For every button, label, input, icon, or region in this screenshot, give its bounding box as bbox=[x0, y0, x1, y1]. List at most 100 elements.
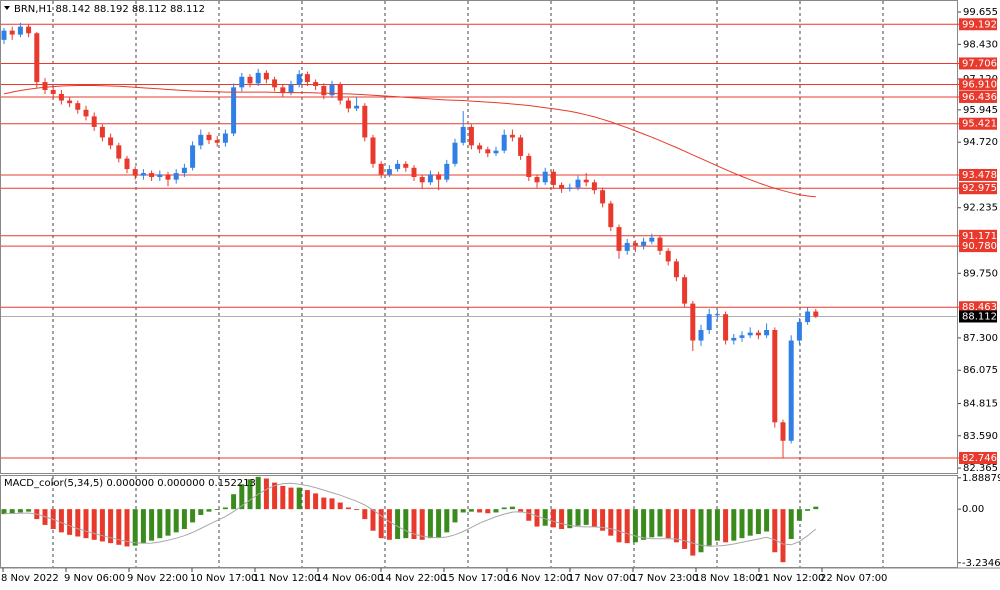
macd-bar bbox=[231, 494, 237, 510]
candle-body bbox=[403, 163, 409, 168]
macd-bar bbox=[190, 509, 196, 523]
candle-body bbox=[124, 158, 130, 170]
candle-body bbox=[362, 105, 368, 138]
candle-body bbox=[34, 33, 40, 83]
marks bbox=[1, 22, 960, 563]
macd-bar bbox=[17, 509, 23, 513]
macd-bar bbox=[436, 509, 442, 538]
candle-body bbox=[263, 72, 269, 80]
candle-body bbox=[780, 422, 786, 441]
macd-bar bbox=[26, 509, 32, 512]
candle-body bbox=[280, 87, 286, 93]
macd-bar bbox=[575, 509, 581, 526]
macd-bar bbox=[214, 509, 220, 510]
level-label: 96.910 bbox=[962, 79, 997, 90]
candle-body bbox=[370, 137, 376, 164]
y-tick-label: 94.720 bbox=[963, 137, 998, 148]
candle-body bbox=[698, 329, 704, 341]
macd-bar bbox=[641, 509, 647, 540]
macd-bar bbox=[550, 509, 556, 528]
candle-body bbox=[485, 149, 491, 154]
candle-body bbox=[26, 26, 32, 34]
candle-body bbox=[493, 150, 499, 154]
candle-body bbox=[304, 74, 310, 83]
macd-bar bbox=[116, 509, 122, 545]
candle-body bbox=[452, 142, 458, 164]
candle-body bbox=[550, 171, 556, 185]
candle-body bbox=[616, 227, 622, 251]
candle-body bbox=[477, 145, 483, 150]
macd-bar bbox=[247, 479, 253, 510]
candle-body bbox=[755, 332, 761, 336]
candle-body bbox=[157, 174, 163, 178]
level-label: 82.746 bbox=[962, 453, 997, 464]
macd-bar bbox=[9, 509, 15, 514]
y-tick-label: 1.888798 bbox=[962, 473, 1000, 484]
macd-bar bbox=[460, 509, 466, 513]
moving-average bbox=[3, 85, 816, 198]
candle-body bbox=[91, 116, 97, 127]
macd-bar bbox=[657, 509, 663, 537]
candle-body bbox=[583, 179, 589, 183]
macd-bar bbox=[198, 509, 204, 515]
candle-body bbox=[805, 311, 811, 323]
candle-body bbox=[788, 340, 794, 441]
level-label: 95.421 bbox=[962, 119, 997, 130]
candle-body bbox=[83, 109, 89, 117]
macd-bar bbox=[632, 509, 638, 543]
x-tick-label: 14 Nov 22:00 bbox=[379, 573, 446, 584]
candle-body bbox=[665, 250, 671, 262]
candle-body bbox=[198, 134, 204, 146]
macd-bar bbox=[698, 509, 704, 553]
candle-body bbox=[764, 329, 770, 336]
axis: 8 Nov 2022 9 Nov 06:00 9 Nov 22:00 10 Nov 1… bbox=[1, 7, 1000, 584]
macd-bar bbox=[75, 509, 81, 537]
candle-body bbox=[181, 167, 187, 174]
x-tick-label: 8 Nov 2022 bbox=[1, 573, 59, 584]
candle-body bbox=[608, 203, 614, 228]
y-tick-label: 89.750 bbox=[963, 268, 998, 279]
macd-bar bbox=[149, 509, 155, 541]
candle-body bbox=[354, 105, 360, 109]
candle-body bbox=[714, 314, 720, 316]
candle-body bbox=[58, 93, 64, 101]
macd-bar bbox=[788, 509, 794, 539]
x-tick-label: 15 Nov 17:00 bbox=[442, 573, 509, 584]
macd-bar bbox=[239, 484, 245, 510]
candle-body bbox=[600, 190, 606, 204]
y-tick-label: 83.590 bbox=[963, 431, 998, 442]
y-tick-label: 86.075 bbox=[963, 365, 998, 376]
candle-body bbox=[272, 79, 278, 88]
candle-body bbox=[518, 137, 524, 156]
candle-body bbox=[682, 277, 688, 304]
macd-bar bbox=[591, 509, 597, 527]
level-label-box bbox=[959, 182, 997, 195]
candle-body bbox=[173, 173, 179, 180]
macd-bar bbox=[157, 509, 163, 539]
macd-bar bbox=[83, 509, 89, 539]
candle-body bbox=[460, 126, 466, 143]
level-label-box bbox=[959, 117, 997, 130]
macd-bar bbox=[755, 509, 761, 535]
candle-body bbox=[42, 82, 48, 90]
macd-bar bbox=[263, 478, 269, 510]
candle-body bbox=[337, 84, 343, 101]
macd-bar bbox=[813, 506, 819, 510]
macd-bar bbox=[132, 509, 138, 546]
macd-bar bbox=[772, 509, 778, 553]
menu-arrow[interactable] bbox=[4, 6, 10, 10]
candle-body bbox=[796, 322, 802, 341]
y-tick-label: 99.655 bbox=[963, 7, 998, 18]
macd-signal bbox=[3, 482, 817, 547]
macd-bar bbox=[805, 509, 811, 511]
macd-bar bbox=[378, 509, 384, 539]
macd-bar bbox=[181, 509, 187, 530]
level-label: 92.975 bbox=[962, 183, 997, 194]
macd-bar bbox=[108, 509, 114, 544]
candle-body bbox=[436, 174, 442, 180]
candle-body bbox=[641, 241, 647, 246]
candle-body bbox=[542, 171, 548, 183]
macd-bar bbox=[567, 509, 573, 529]
macd-bar bbox=[386, 509, 392, 540]
